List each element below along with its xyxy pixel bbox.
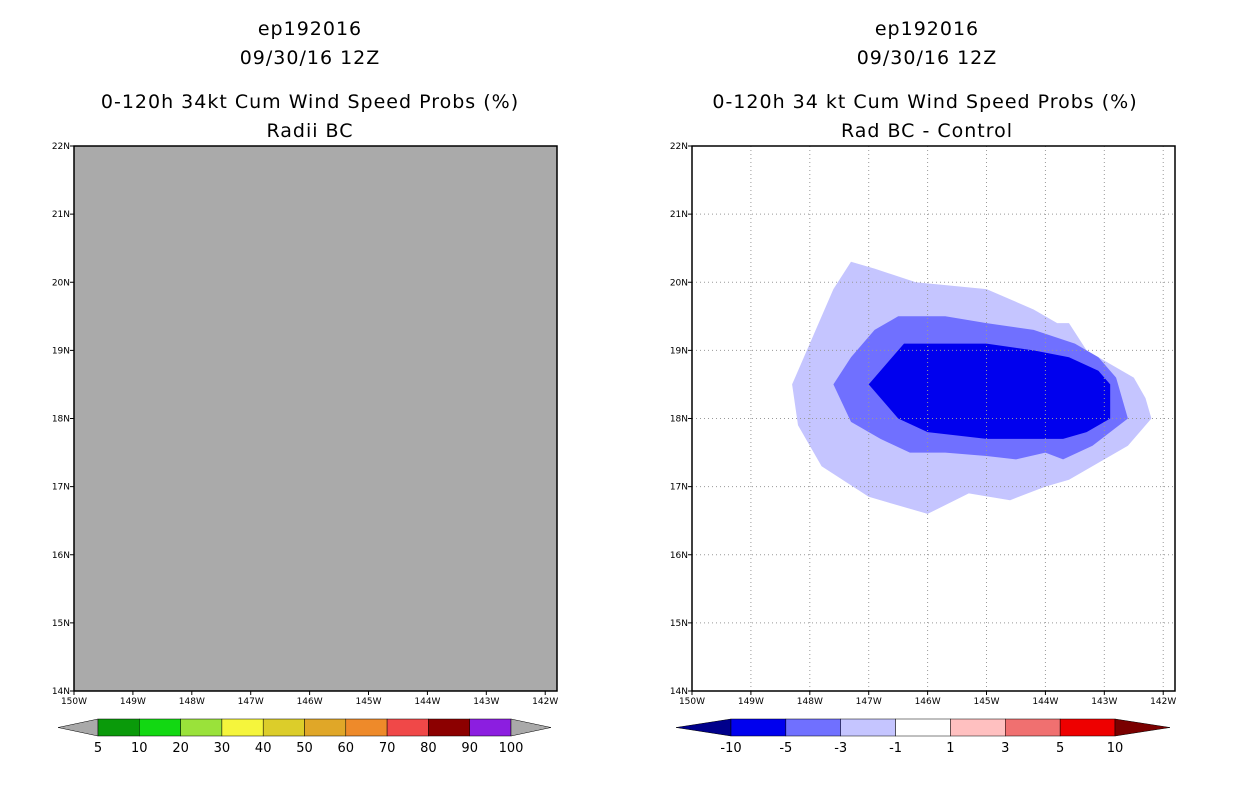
- right-colorbar-label: -10: [720, 741, 741, 756]
- left-colorbar-swatch: [262, 718, 305, 737]
- right-x-tick-label: 146W: [915, 697, 941, 707]
- right-colorbar-swatch: [895, 718, 951, 737]
- left-colorbar-low-arrow: [57, 718, 99, 737]
- right-x-tick-label: 149W: [738, 697, 764, 707]
- right-contour-neg5: [868, 343, 1111, 439]
- left-title: 0-120h 34kt Cum Wind Speed Probs (%): [100, 91, 520, 113]
- left-x-tick-label: 147W: [238, 697, 264, 707]
- left-map-panel: 150W 149W 148W 147W 146W 145W 144W 143W 142W 14N 1…: [52, 142, 559, 707]
- left-x-tick-label: 144W: [414, 697, 440, 707]
- left-colorbar-swatch: [304, 718, 347, 737]
- left-colorbar-high-arrow: [510, 718, 552, 737]
- right-colorbar-swatch: [1005, 718, 1061, 737]
- right-x-tick-label: 147W: [856, 697, 882, 707]
- right-y-tick-label: 19N: [670, 346, 688, 356]
- right-colorbar-label: 3: [1001, 741, 1009, 756]
- left-colorbar-swatch: [345, 718, 388, 737]
- right-subtitle: Rad BC - Control: [840, 120, 1014, 142]
- right-colorbar-label: 10: [1107, 741, 1124, 756]
- right-y-tick-label: 20N: [670, 278, 688, 288]
- left-colorbar-label: 20: [172, 741, 189, 756]
- right-x-tick-label: 145W: [973, 697, 999, 707]
- left-colorbar-swatch: [386, 718, 429, 737]
- right-colorbar-swatch: [950, 718, 1006, 737]
- right-colorbar-swatch: [840, 718, 896, 737]
- right-x-tick-label: 144W: [1032, 697, 1058, 707]
- right-y-tick-label: 22N: [670, 142, 688, 152]
- left-colorbar-label: 10: [131, 741, 148, 756]
- left-colorbar: 5 10 20 30 40 50 60 70 80 90 100: [57, 718, 552, 756]
- left-x-tick-label: 149W: [120, 697, 146, 707]
- left-date: 09/30/16 12Z: [239, 47, 381, 69]
- right-y-tick-label: 15N: [670, 619, 688, 629]
- right-colorbar-label: -5: [779, 741, 792, 756]
- left-x-tick-label: 146W: [297, 697, 323, 707]
- right-date: 09/30/16 12Z: [856, 47, 998, 69]
- left-y-tick-label: 17N: [52, 483, 70, 493]
- left-y-tick-label: 22N: [52, 142, 70, 152]
- right-title: 0-120h 34 kt Cum Wind Speed Probs (%): [712, 91, 1138, 113]
- left-colorbar-swatch: [469, 718, 512, 737]
- right-storm-id: ep192016: [874, 18, 980, 40]
- left-colorbar-label: 100: [499, 741, 524, 756]
- left-x-tick-label: 145W: [355, 697, 381, 707]
- left-colorbar-swatch: [139, 718, 181, 737]
- right-y-tick-label: 17N: [670, 483, 688, 493]
- left-colorbar-label: 70: [379, 741, 396, 756]
- left-x-tick-label: 142W: [532, 697, 558, 707]
- left-colorbar-swatch: [428, 718, 470, 737]
- left-y-tick-label: 19N: [52, 346, 70, 356]
- right-colorbar-label: -3: [834, 741, 847, 756]
- right-colorbar-swatch: [1059, 718, 1116, 737]
- right-colorbar-label: 1: [946, 741, 954, 756]
- right-y-tick-label: 18N: [670, 415, 688, 425]
- right-y-tick-label: 14N: [670, 687, 688, 697]
- right-y-tick-label: 16N: [670, 551, 688, 561]
- left-y-tick-label: 16N: [52, 551, 70, 561]
- left-subtitle: Radii BC: [266, 120, 354, 142]
- left-y-tick-label: 21N: [52, 210, 70, 220]
- left-colorbar-label: 60: [338, 741, 355, 756]
- right-y-tick-label: 21N: [670, 210, 688, 220]
- right-colorbar-low-arrow: [675, 718, 732, 737]
- left-y-tick-label: 20N: [52, 278, 70, 288]
- left-x-tick-label: 143W: [473, 697, 499, 707]
- left-colorbar-label: 5: [94, 741, 102, 756]
- left-x-tick-label: 150W: [61, 697, 87, 707]
- right-colorbar-label: 5: [1056, 741, 1064, 756]
- left-colorbar-label: 40: [255, 741, 272, 756]
- left-plot-background: [74, 146, 557, 691]
- left-colorbar-swatch: [97, 718, 140, 737]
- left-y-tick-label: 14N: [52, 687, 70, 697]
- right-x-tick-label: 148W: [797, 697, 823, 707]
- left-colorbar-swatch: [221, 718, 264, 737]
- right-x-tick-label: 143W: [1091, 697, 1117, 707]
- right-x-tick-label: 150W: [679, 697, 705, 707]
- left-colorbar-label: 50: [296, 741, 313, 756]
- right-map-panel: 150W 149W 148W 147W 146W 145W 144W 143W 142W 14N 1…: [670, 142, 1177, 707]
- right-colorbar-high-arrow: [1114, 718, 1171, 737]
- left-storm-id: ep192016: [257, 18, 363, 40]
- right-colorbar-label: -1: [889, 741, 902, 756]
- right-x-tick-label: 142W: [1150, 697, 1176, 707]
- left-colorbar-label: 30: [214, 741, 231, 756]
- right-colorbar-swatch: [730, 718, 787, 737]
- left-x-tick-label: 148W: [179, 697, 205, 707]
- left-y-tick-label: 18N: [52, 415, 70, 425]
- left-colorbar-swatch: [180, 718, 223, 737]
- left-colorbar-label: 90: [461, 741, 478, 756]
- left-colorbar-label: 80: [420, 741, 437, 756]
- left-y-tick-label: 15N: [52, 619, 70, 629]
- right-colorbar: -10 -5 -3 -1 1 3 5 10: [675, 718, 1171, 756]
- right-colorbar-swatch: [785, 718, 841, 737]
